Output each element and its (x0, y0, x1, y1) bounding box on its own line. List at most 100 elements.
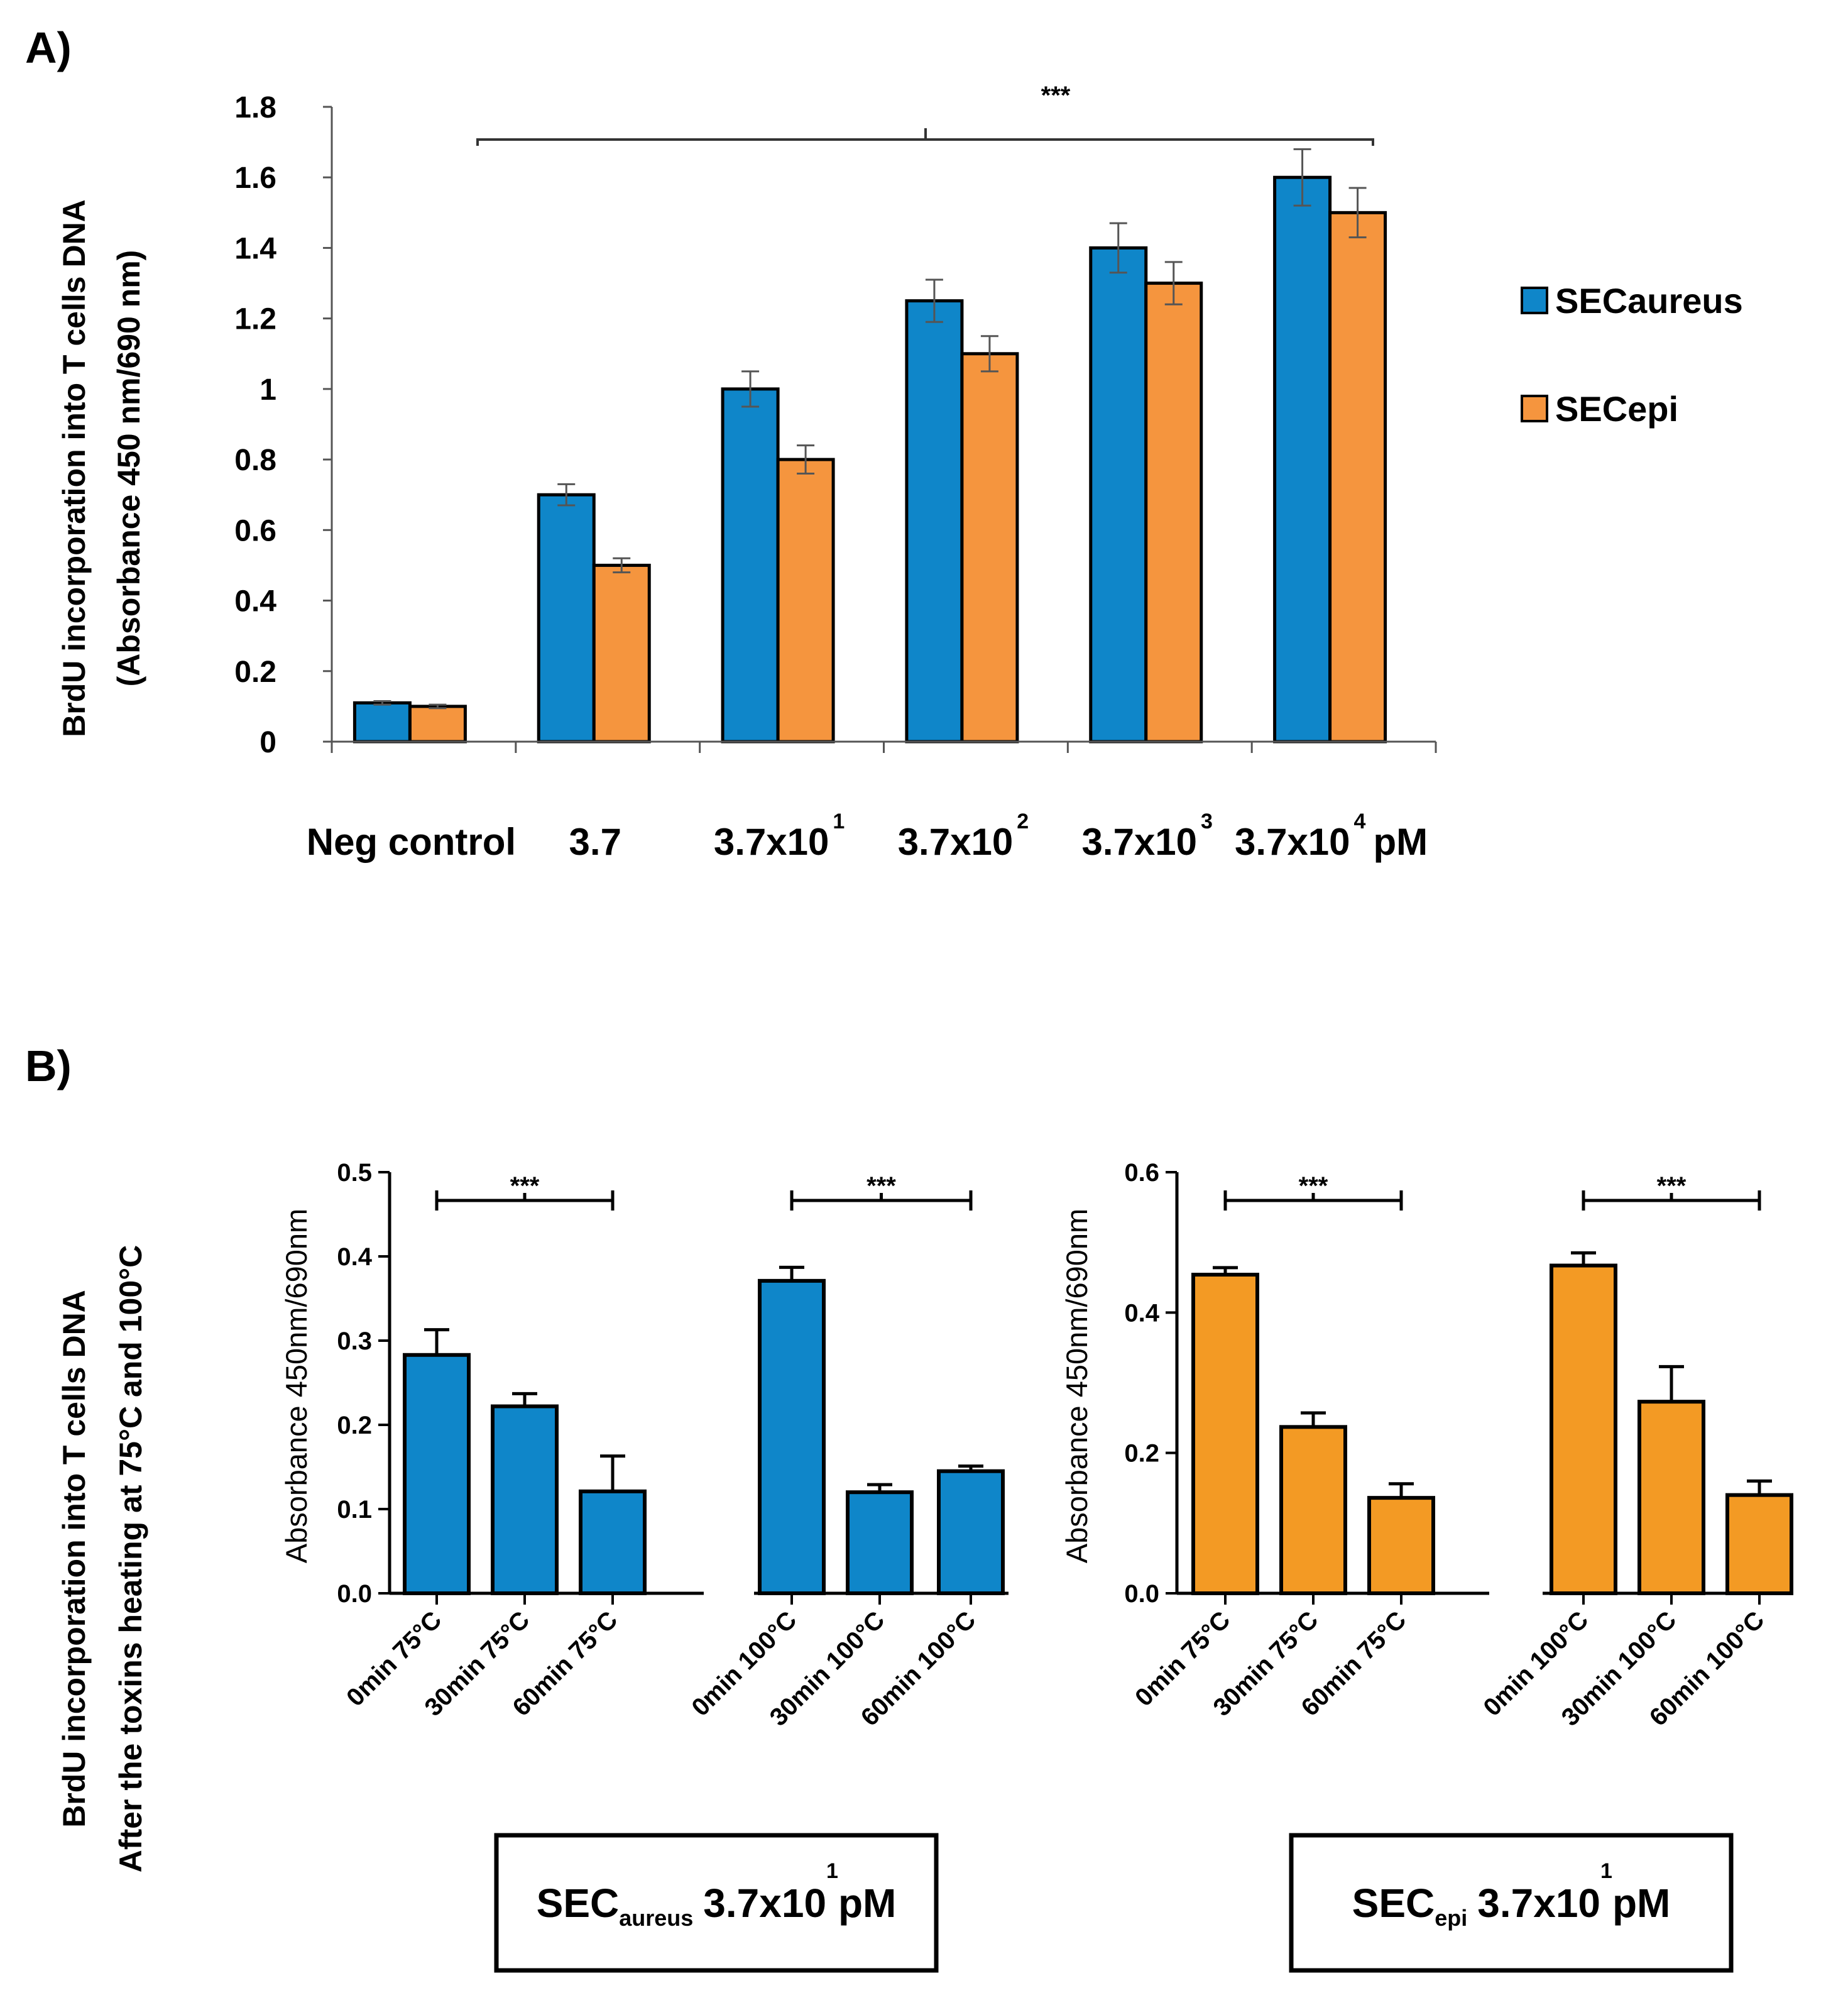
caption-box-secaureus (494, 1833, 939, 1973)
chart-b-left: Absorbance 450nm/690nm 0.0 0.1 0.2 0.3 0.4 0.… (280, 1159, 1009, 1732)
caption-secaureus-sub: aureus (619, 1905, 693, 1931)
chart-a-bar-secaureus (721, 387, 780, 744)
chart-a-significance-bracket (476, 128, 1374, 146)
chart-b-right-ytick-label: 0.0 (1124, 1580, 1159, 1608)
chart-b-right-bar (1550, 1263, 1617, 1596)
chart-b-right-ytick-label: 0.2 (1124, 1440, 1159, 1468)
chart-a-ytick-label: 0.6 (234, 514, 276, 547)
chart-a-error-bar (613, 557, 631, 574)
chart-b-right-bar (1638, 1400, 1705, 1595)
chart-a-error-bar (1348, 187, 1367, 239)
chart-a-bar-secaureus (905, 299, 964, 744)
chart-b-left-ytick-label: 0.2 (337, 1412, 372, 1439)
chart-b-left-error-bar (512, 1392, 537, 1407)
chart-a-error-bar (1164, 261, 1183, 305)
chart-b-left-error-bar (600, 1454, 625, 1491)
chart-a-error-bar (429, 703, 447, 710)
caption-secaureus-conc: 3.7x10 (703, 1881, 826, 1926)
chart-b-right-error-bar (1389, 1482, 1414, 1498)
chart-b-left-bar (846, 1490, 914, 1595)
panel-a-label: A) (25, 23, 72, 72)
chart-b-left-bar (491, 1404, 559, 1596)
caption-secaureus-unit: pM (838, 1881, 896, 1926)
chart-a-bar-secaureus (1273, 175, 1332, 744)
chart-a-category-label: 3.7x10 3 (1082, 810, 1213, 863)
caption-secepi-sub: epi (1435, 1905, 1467, 1931)
caption-secaureus-sup: 1 (826, 1859, 838, 1883)
chart-b-right-bar (1279, 1425, 1347, 1596)
chart-a-error-bar (980, 335, 998, 373)
caption-secepi-conc: 3.7x10 (1477, 1881, 1600, 1926)
caption-secepi: SECepi 3.7x101pM (1352, 1859, 1671, 1931)
chart-b-left-significance: *** (867, 1172, 896, 1200)
chart-a-ytick-label: 0 (260, 726, 276, 759)
chart-b-right-significance: *** (1299, 1172, 1328, 1200)
chart-b-right-error-bar (1213, 1266, 1238, 1275)
legend-label-secaureus: SECaureus (1555, 281, 1743, 321)
chart-a-ytick-label: 1.4 (234, 232, 276, 265)
chart-b-right-ytick-label: 0.4 (1124, 1299, 1159, 1327)
panel-b-label: B) (25, 1041, 72, 1090)
chart-a-bar-secepi (1328, 211, 1387, 744)
chart-b-left-ytick-label: 0.1 (337, 1496, 372, 1524)
chart-a-ylabel-line1: BrdU incorporation into T cells DNA (57, 199, 92, 737)
chart-a-ylabel-line2: (Absorbance 450 nm/690 nm) (111, 250, 146, 687)
chart-b-right-error-bar (1659, 1365, 1684, 1402)
chart-a-error-bar (741, 370, 760, 408)
chart-a-ytick-label: 1.8 (234, 91, 276, 124)
chart-b-right-error-bar (1301, 1411, 1326, 1427)
chart-a-bar-secepi (408, 705, 467, 744)
chart-b-left-bar (758, 1278, 826, 1595)
chart-b-right-error-bar (1571, 1251, 1596, 1266)
panel-b-ylabel-line2: After the toxins heating at 75°C and 100… (113, 1245, 148, 1873)
chart-a-bar-secepi (776, 458, 835, 744)
chart-a-error-bar (797, 444, 815, 475)
chart-a-error-bar (373, 700, 391, 706)
chart-a-category-label: 3.7 (569, 821, 621, 863)
chart-b-left-significance: *** (510, 1172, 540, 1200)
caption-secepi-main: SEC (1352, 1881, 1435, 1926)
chart-a-error-bar (1109, 222, 1127, 274)
caption-secepi-sup: 1 (1600, 1859, 1612, 1883)
chart-b-left-bar (937, 1469, 1005, 1595)
chart-b-left-significance-bracket (435, 1190, 615, 1211)
chart-b-left-bar (403, 1353, 471, 1596)
chart-a-significance: *** (1041, 82, 1071, 109)
chart-b-left-bar (579, 1489, 647, 1596)
chart-b-left-ytick-label: 0.3 (337, 1327, 372, 1355)
chart-a-bar-secepi (1144, 282, 1203, 744)
chart-a-category-label: 3.7x10 1 (714, 810, 845, 863)
caption-box-secepi (1289, 1833, 1734, 1973)
chart-b-right-bar (1367, 1496, 1435, 1595)
chart-a-bar-secepi (592, 563, 651, 744)
legend-swatch-secepi (1521, 395, 1548, 422)
chart-a-error-bar (925, 278, 943, 323)
chart-a-category-label: 3.7x10 2 (898, 810, 1029, 863)
chart-b-left-ytick-label: 0.5 (337, 1159, 372, 1187)
chart-b-left-error-bar (958, 1464, 983, 1471)
chart-b-right: Absorbance 450nm/690nm 0.00.20.40.60min … (1060, 1159, 1793, 1732)
chart-b-right-ytick-label: 0.6 (1124, 1159, 1159, 1187)
chart-b-right-significance-bracket (1223, 1190, 1403, 1211)
caption-secaureus-main: SEC (537, 1881, 620, 1926)
legend-label-secepi: SECepi (1555, 389, 1678, 429)
chart-a: BrdU incorporation into T cells DNA (Abs… (57, 82, 1743, 863)
chart-b-right-ylabel: Absorbance 450nm/690nm (1060, 1209, 1093, 1563)
chart-a-ytick-label: 0.2 (234, 656, 276, 689)
chart-a-error-bar (557, 483, 576, 507)
chart-b-left-error-bar (779, 1265, 804, 1281)
chart-a-ytick-label: 0.8 (234, 444, 276, 477)
chart-a-ytick-label: 1.6 (234, 162, 276, 195)
chart-b-right-bar (1191, 1273, 1259, 1595)
chart-a-bar-secaureus (1089, 246, 1148, 744)
chart-a-bar-secepi (960, 352, 1019, 744)
chart-b-right-error-bar (1747, 1479, 1772, 1495)
caption-secaureus: SECaureus 3.7x101pM (537, 1859, 897, 1931)
chart-b-left-ytick-label: 0.0 (337, 1580, 372, 1608)
chart-a-error-bar (1293, 148, 1311, 207)
chart-a-bar-secaureus (537, 493, 596, 744)
chart-b-left-ylabel: Absorbance 450nm/690nm (280, 1209, 313, 1563)
chart-a-ytick-label: 0.4 (234, 585, 276, 618)
chart-b-left-significance-bracket (790, 1190, 973, 1211)
